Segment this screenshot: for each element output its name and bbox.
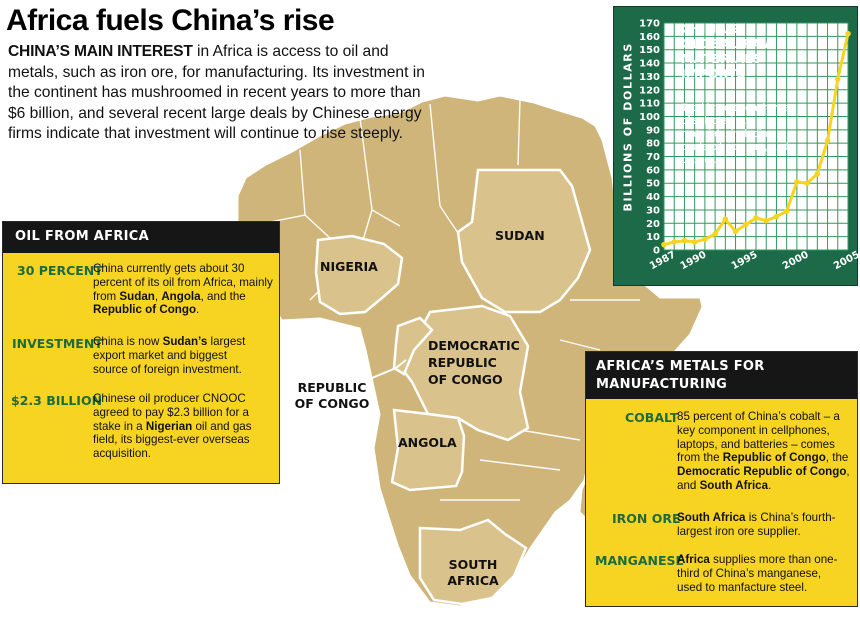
metals-row-text: Africa supplies more than one-third of C… [677,553,838,594]
chart-point [722,216,729,223]
chart-y-tick-label: 80 [646,139,660,150]
sudan-shape [456,168,592,314]
intro-paragraph: CHINA’S MAIN INTEREST in Africa is acces… [8,42,433,145]
chart-point [702,236,708,243]
chart-y-tick-label: 160 [639,32,660,43]
chart-point [773,213,780,220]
chart-y-tick-label: 90 [646,125,660,136]
nigeria-shape [314,234,404,316]
chart-y-tick-label: 10 [646,232,660,243]
chart-y-tick-label: 20 [646,219,660,230]
chart-y-tick-label: 40 [646,192,660,203]
oil-panel-header: OIL FROM AFRICA [3,222,279,253]
chart-x-tick-label: 2000 [781,249,811,272]
oil-row-text: China is now Sudan’s largest export mark… [93,335,246,376]
chart-subtitle: Total imports each year of selected raw … [681,102,793,166]
chart-point [834,76,841,82]
raw-materials-chart-panel: 0 10 20 30 40 50 60 70 80 90 100 110 120 130 140 150 160… [613,6,859,286]
chart-point [845,30,851,37]
chart-x-ticks: 1987 1990 1995 2000 2005 [648,249,859,272]
oil-from-africa-panel: OIL FROM AFRICA 30 PERCENT China current… [2,221,280,484]
chart-point [794,179,800,185]
chart-y-tick-label: 70 [646,152,660,163]
chart-point [712,231,718,237]
metals-row-text: South Africa is China’s fourth-largest i… [677,511,836,538]
chart-point [732,228,739,235]
chart-title: CHINA’S GLOBAL RAW MATERIALS IMPORTS [681,21,776,81]
chart-point [814,171,821,177]
oil-row-text: Chinese oil producer CNOOC agreed to pay… [93,392,252,461]
chart-point [753,215,759,221]
oil-row-key: 30 PERCENT [17,263,103,278]
chart-y-tick-label: 50 [646,179,660,190]
south-africa-shape [418,518,528,606]
chart-point [671,239,678,245]
chart-point [783,208,790,215]
chart-y-tick-label: 110 [639,99,660,110]
chart-point [824,137,831,144]
chart-y-tick-label: 100 [639,112,660,123]
angola-shape [390,408,466,492]
metals-row-key: MANGANESE [595,553,685,568]
chart-point [691,239,698,245]
chart-x-tick-label: 1990 [679,249,709,272]
metals-panel-header: AFRICA’S METALS FOR MANUFACTURING [586,352,857,399]
chart-y-tick-label: 140 [639,59,660,70]
republic-of-congo-leader-line [371,359,407,379]
page-title: Africa fuels China’s rise [6,4,335,37]
oil-row-key: INVESTMENT [12,336,103,351]
chart-point [742,221,749,228]
label-nigeria: NIGERIA [320,259,378,274]
label-drc: DEMOCRATIC REPUBLIC OF CONGO [428,338,520,387]
chart-y-tick-label: 120 [639,85,660,96]
label-republic-of-congo: REPUBLIC OF CONGO [294,380,370,411]
intro-text: in Africa is access to oil and metals, s… [8,43,425,142]
metals-row-key: IRON ORE [612,511,681,526]
chart-point [763,217,770,224]
chart-grid [663,22,849,251]
raw-materials-line-chart: 0 10 20 30 40 50 60 70 80 90 100 110 120 130 140 150 160… [639,19,859,273]
metals-row-text: 85 percent of China’s cobalt – a key com… [677,410,850,492]
intro-lead: CHINA’S MAIN INTEREST [8,43,193,60]
chart-y-tick-label: 130 [639,72,660,83]
label-south-africa: SOUTH AFRICA [447,557,499,588]
metals-row-key: COBALT [625,410,679,425]
oil-row-key: $2.3 BILLION [11,393,103,408]
chart-point [804,180,810,187]
chart-y-axis-label: BILLIONS OF DOLLARS [621,42,635,212]
chart-y-tick-label: 30 [646,205,660,216]
chart-y-tick-label: 170 [639,19,660,30]
chart-y-tick-label: 60 [646,165,660,176]
republic-of-congo-shape [392,316,434,376]
chart-points [661,30,851,248]
oil-row-text: China currently gets about 30 percent of… [93,262,273,317]
chart-y-tick-label: 0 [653,246,660,257]
chart-x-tick-label: 1995 [730,249,760,272]
chart-x-tick-label: 2005 [832,249,859,272]
chart-y-tick-label: 150 [639,45,660,56]
label-sudan: SUDAN [495,228,545,243]
chart-y-ticks: 0 10 20 30 40 50 60 70 80 90 100 110 120 130 140 150 160… [639,19,660,257]
chart-point [681,237,688,244]
label-angola: ANGOLA [398,435,457,450]
africas-metals-panel: AFRICA’S METALS FOR MANUFACTURING COBALT… [585,351,858,607]
chart-point [661,241,667,248]
